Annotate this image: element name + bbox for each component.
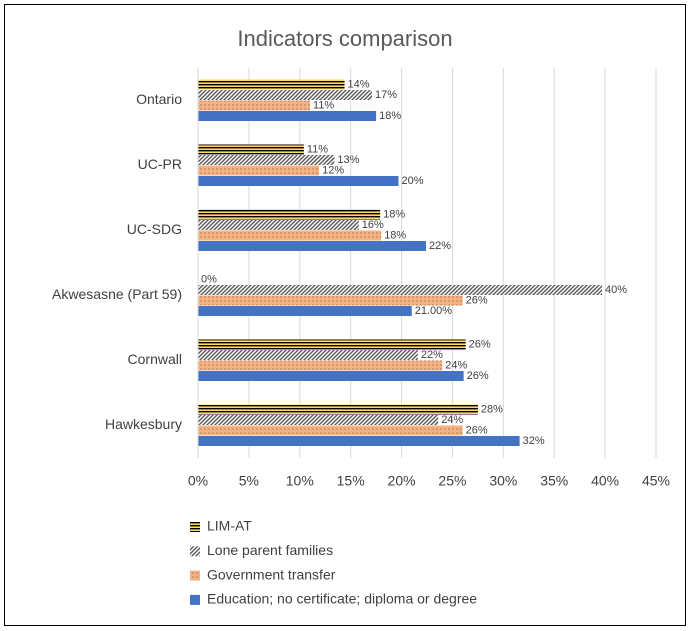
bar <box>198 350 418 360</box>
x-tick-label: 15% <box>337 473 365 489</box>
value-label: 11% <box>307 144 328 156</box>
value-label: 26% <box>469 339 491 351</box>
value-label: 18% <box>384 230 406 242</box>
x-tick-label: 10% <box>286 473 314 489</box>
value-label: 26% <box>467 370 489 382</box>
value-label: 26% <box>466 295 488 307</box>
bar <box>198 230 382 241</box>
value-label: 22% <box>421 349 443 361</box>
legend-label: Government transfer <box>207 566 336 582</box>
category-label: Hawkesbury <box>105 416 182 432</box>
chart-title: Indicators comparison <box>237 26 452 51</box>
value-label: 22% <box>429 240 451 252</box>
value-label: 21.00% <box>415 305 453 317</box>
legend-swatch <box>190 522 200 532</box>
value-label: 28% <box>481 404 503 416</box>
value-label: 24% <box>441 414 463 426</box>
category-label: UC-PR <box>138 156 182 172</box>
bar <box>198 371 464 381</box>
bar <box>198 144 304 155</box>
category-label: UC-SDG <box>127 221 182 237</box>
x-tick-label: 20% <box>388 473 416 489</box>
bar <box>198 100 310 111</box>
value-label: 32% <box>523 435 545 447</box>
bar <box>198 209 381 220</box>
legend-swatch <box>190 570 200 581</box>
bar <box>198 165 320 176</box>
bar <box>198 241 426 251</box>
x-tick-label: 25% <box>438 473 466 489</box>
category-label: Cornwall <box>128 351 182 367</box>
value-label: 0% <box>201 274 217 286</box>
value-label: 26% <box>466 425 488 437</box>
bar <box>198 220 359 230</box>
bar <box>198 79 345 90</box>
bar <box>198 436 520 446</box>
bar <box>198 404 478 415</box>
value-label: 17% <box>375 89 397 101</box>
category-label: Ontario <box>136 91 182 107</box>
value-label: 13% <box>337 154 359 166</box>
value-label: 24% <box>445 360 467 372</box>
bar <box>198 306 412 316</box>
bar <box>198 339 466 350</box>
bar <box>198 90 373 100</box>
x-tick-label: 0% <box>188 473 208 489</box>
value-label: 20% <box>402 175 424 187</box>
bar <box>198 111 377 121</box>
x-tick-label: 30% <box>489 473 517 489</box>
value-label: 18% <box>383 209 405 221</box>
bar <box>198 295 463 306</box>
bar <box>198 360 443 371</box>
bar <box>198 155 335 165</box>
bar <box>198 176 399 186</box>
value-label: 14% <box>348 79 370 91</box>
value-label: 12% <box>322 165 344 177</box>
x-tick-label: 40% <box>591 473 619 489</box>
legend-label: LIM-AT <box>207 518 252 534</box>
value-label: 16% <box>362 219 384 231</box>
bar <box>198 285 603 295</box>
category-label: Akwesasne (Part 59) <box>52 286 182 302</box>
value-label: 40% <box>605 284 627 296</box>
value-label: 18% <box>379 110 401 122</box>
x-tick-label: 45% <box>642 473 670 489</box>
value-label: 11% <box>313 100 334 112</box>
legend-label: Lone parent families <box>207 542 333 558</box>
bar <box>198 415 439 425</box>
x-tick-label: 5% <box>239 473 259 489</box>
x-tick-label: 35% <box>540 473 568 489</box>
bar <box>198 425 463 436</box>
legend-label: Education; no certificate; diploma or de… <box>207 591 477 607</box>
legend-swatch <box>190 546 200 557</box>
legend-swatch <box>190 594 200 605</box>
